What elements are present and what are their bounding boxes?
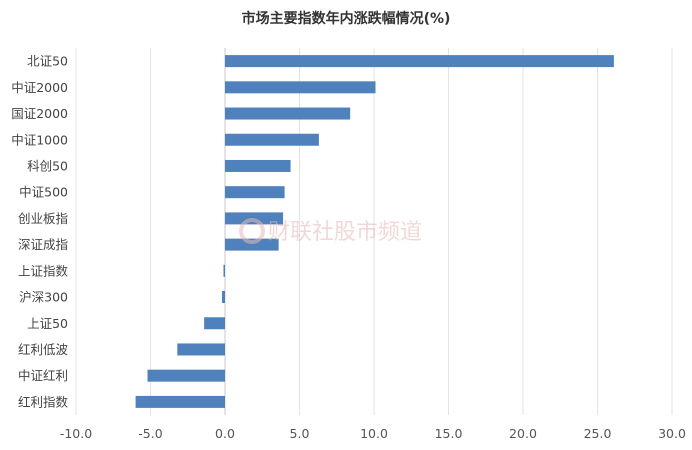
category-label: 中证1000 xyxy=(11,132,68,147)
watermark-logo-icon xyxy=(239,218,265,244)
category-label: 北证50 xyxy=(27,54,68,69)
x-tick-label: 20.0 xyxy=(509,426,537,441)
bar xyxy=(223,264,225,277)
bar xyxy=(135,395,225,408)
watermark-text: 财联社股市频道 xyxy=(268,220,422,245)
category-label: 红利低波 xyxy=(18,342,69,357)
category-label: 沪深300 xyxy=(19,290,68,305)
x-tick-label: -10.0 xyxy=(60,426,92,441)
category-label: 中证2000 xyxy=(11,80,68,95)
category-labels: 北证50 中证2000 国证2000 中证1000 科创50 中证500 创业板指深证成指上… xyxy=(11,54,68,410)
x-tick-label: 5.0 xyxy=(290,426,310,441)
category-label: 中证红利 xyxy=(18,368,68,383)
chart-title: 市场主要指数年内涨跌幅情况(%) xyxy=(242,10,451,27)
bar xyxy=(225,107,351,120)
category-label: 中证500 xyxy=(19,185,68,200)
category-label: 创业板指 xyxy=(18,211,68,226)
category-label: 科创50 xyxy=(27,158,68,173)
bar xyxy=(177,343,225,356)
x-tick-labels: -10.0 -5.0 0.0 5.0 10.0 15.0 20.0 25.0 30.0 xyxy=(60,426,686,441)
category-label: 红利指数 xyxy=(18,394,69,409)
bar xyxy=(147,369,225,382)
category-label: 上证50 xyxy=(27,316,68,331)
x-tick-label: -5.0 xyxy=(138,426,162,441)
bar xyxy=(225,159,291,172)
bar xyxy=(222,291,225,304)
bar xyxy=(225,133,319,146)
category-label: 上证指数 xyxy=(18,263,69,278)
bar xyxy=(225,81,376,94)
bar xyxy=(225,238,279,251)
category-label: 国证2000 xyxy=(11,106,68,121)
category-label: 深证成指 xyxy=(18,237,68,252)
x-tick-label: 0.0 xyxy=(215,426,235,441)
bar xyxy=(225,55,614,68)
x-tick-label: 25.0 xyxy=(584,426,612,441)
watermark: 财联社股市频道 xyxy=(239,218,422,245)
bar xyxy=(204,317,225,330)
bar xyxy=(225,186,285,199)
x-tick-label: 30.0 xyxy=(658,426,686,441)
x-tick-label: 10.0 xyxy=(360,426,388,441)
x-tick-label: 15.0 xyxy=(435,426,463,441)
bars xyxy=(135,55,614,408)
